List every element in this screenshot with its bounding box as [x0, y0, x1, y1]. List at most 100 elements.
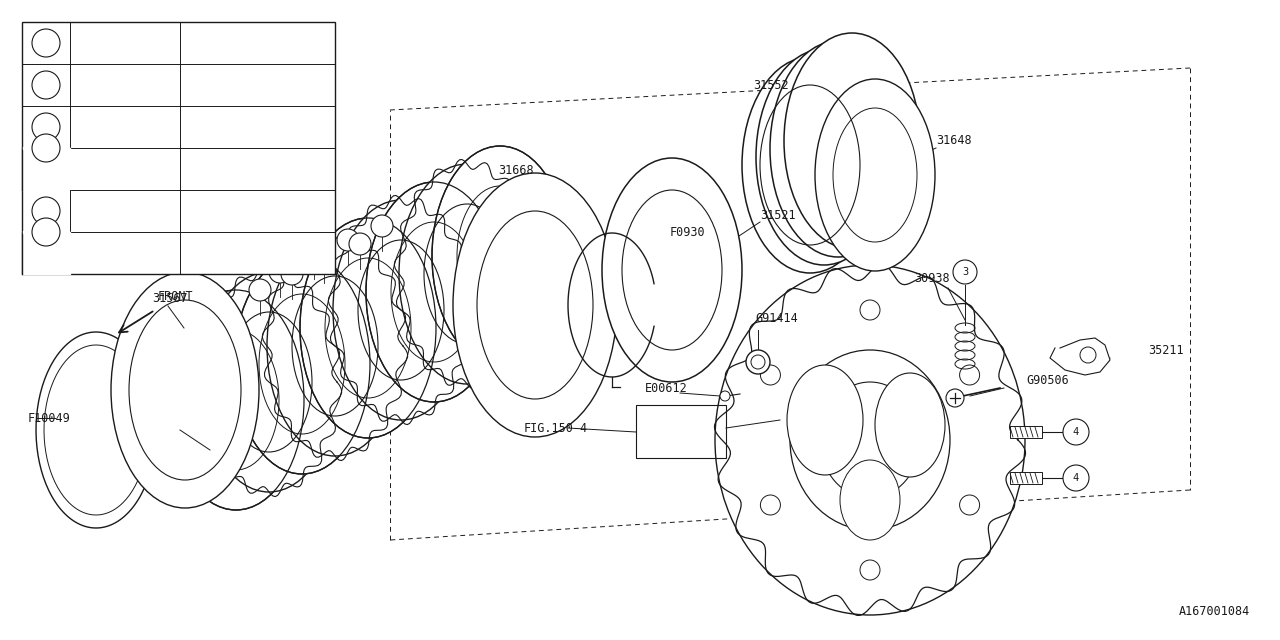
Circle shape [282, 263, 303, 285]
Ellipse shape [876, 373, 945, 477]
Text: FIG.150-4: FIG.150-4 [524, 422, 588, 435]
Text: 1: 1 [346, 235, 351, 245]
Circle shape [1062, 465, 1089, 491]
Text: 3: 3 [961, 267, 968, 277]
Circle shape [32, 218, 60, 246]
Polygon shape [22, 148, 70, 190]
Ellipse shape [300, 218, 436, 438]
Text: 4: 4 [42, 206, 50, 216]
Text: ('16MY1509- ): ('16MY1509- ) [186, 164, 273, 174]
Text: ( -'16MY1509>: ( -'16MY1509> [186, 206, 273, 216]
Ellipse shape [333, 200, 468, 420]
Text: 2: 2 [42, 80, 50, 90]
Text: 4: 4 [42, 227, 50, 237]
Ellipse shape [785, 33, 920, 249]
Text: 1: 1 [276, 267, 283, 277]
Text: 1: 1 [311, 249, 317, 259]
Polygon shape [23, 231, 69, 233]
Circle shape [1062, 419, 1089, 445]
Circle shape [32, 197, 60, 225]
Circle shape [960, 365, 979, 385]
Ellipse shape [168, 290, 305, 510]
Ellipse shape [433, 146, 568, 366]
Ellipse shape [771, 41, 906, 257]
Circle shape [1080, 347, 1096, 363]
Ellipse shape [790, 350, 950, 530]
Circle shape [860, 300, 881, 320]
Text: 1: 1 [379, 221, 385, 231]
Ellipse shape [366, 182, 502, 402]
Text: 31567: 31567 [152, 291, 188, 305]
Text: E00612: E00612 [645, 381, 687, 394]
Ellipse shape [840, 460, 900, 540]
Text: J20881: J20881 [76, 164, 115, 174]
Text: 35211: 35211 [1148, 344, 1184, 356]
Ellipse shape [399, 164, 535, 384]
Circle shape [250, 279, 271, 301]
Text: 31648: 31648 [936, 134, 972, 147]
Ellipse shape [756, 49, 892, 265]
Text: 0104S*A: 0104S*A [76, 122, 123, 132]
Bar [22, 22, 335, 274]
Text: A167001084: A167001084 [1179, 605, 1251, 618]
Circle shape [32, 71, 60, 99]
Text: ('16MY1509- ): ('16MY1509- ) [186, 248, 273, 258]
Text: 3: 3 [42, 143, 50, 153]
Polygon shape [23, 147, 69, 149]
Text: 31536: 31536 [76, 38, 109, 48]
Text: 2: 2 [357, 239, 364, 249]
Circle shape [760, 365, 781, 385]
Text: F10049: F10049 [28, 412, 70, 424]
Ellipse shape [742, 57, 878, 273]
Ellipse shape [111, 272, 259, 508]
Text: 31532: 31532 [76, 80, 109, 90]
Text: G91414: G91414 [755, 312, 797, 324]
Circle shape [32, 113, 60, 141]
Polygon shape [1050, 338, 1110, 375]
Circle shape [954, 260, 977, 284]
Text: 2: 2 [321, 253, 326, 263]
Bar [636, 405, 726, 458]
Text: 30938: 30938 [914, 271, 950, 285]
Ellipse shape [268, 236, 403, 456]
Text: 4: 4 [1073, 473, 1079, 483]
Circle shape [349, 233, 371, 255]
Bar [1010, 472, 1042, 484]
Circle shape [32, 29, 60, 57]
Text: 4PCS: 4PCS [186, 80, 212, 90]
Ellipse shape [787, 365, 863, 475]
Text: 31521: 31521 [760, 209, 796, 221]
Circle shape [32, 134, 60, 162]
Circle shape [760, 495, 781, 515]
Text: 1: 1 [42, 38, 50, 48]
Circle shape [371, 215, 393, 237]
Circle shape [314, 247, 335, 269]
Text: FRONT: FRONT [157, 290, 193, 303]
Bar [1010, 426, 1042, 438]
Ellipse shape [716, 265, 1025, 615]
Text: 31668: 31668 [498, 163, 534, 177]
Text: 3: 3 [42, 122, 50, 132]
Text: 31552: 31552 [753, 79, 788, 92]
Text: F0930: F0930 [669, 225, 705, 239]
Ellipse shape [602, 158, 742, 382]
Polygon shape [22, 232, 70, 274]
Circle shape [303, 243, 325, 265]
Ellipse shape [201, 272, 337, 492]
Text: 2: 2 [289, 269, 294, 279]
Circle shape [746, 350, 771, 374]
Ellipse shape [234, 254, 370, 474]
Text: 4PCS: 4PCS [186, 38, 212, 48]
Ellipse shape [453, 173, 617, 437]
Circle shape [337, 229, 358, 251]
Text: 0104S*B: 0104S*B [76, 206, 123, 216]
Circle shape [269, 261, 291, 283]
Circle shape [946, 389, 964, 407]
Text: G90506: G90506 [1027, 374, 1069, 387]
Text: 4: 4 [1073, 427, 1079, 437]
Circle shape [721, 391, 730, 401]
Circle shape [860, 560, 881, 580]
Text: 2: 2 [257, 285, 262, 295]
Text: J11068: J11068 [76, 248, 115, 258]
Text: ( -'16MY1509>: ( -'16MY1509> [186, 122, 273, 132]
